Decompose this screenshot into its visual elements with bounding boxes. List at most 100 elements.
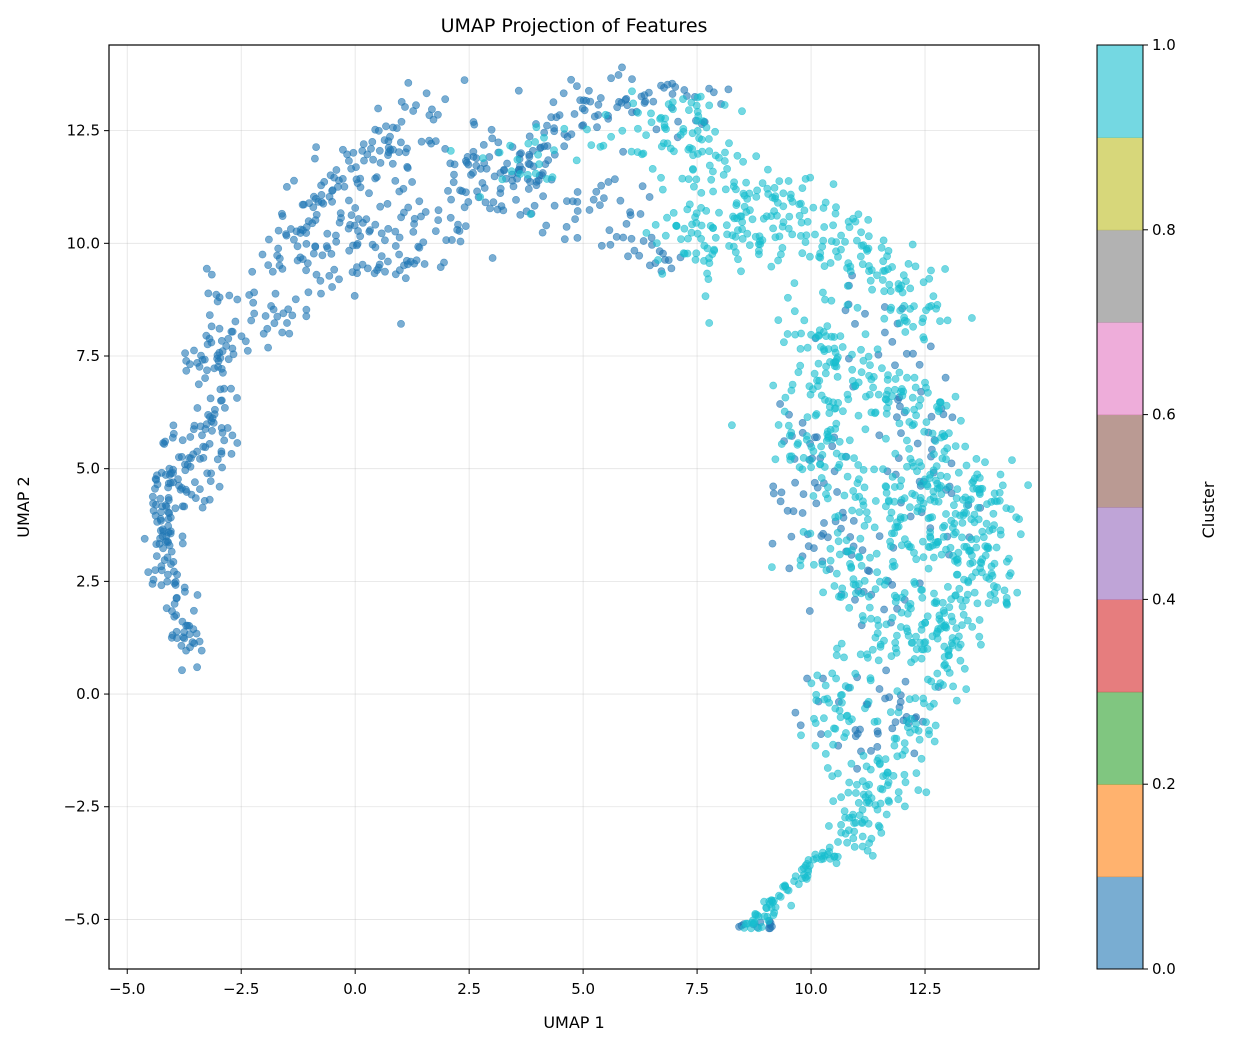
data-point bbox=[168, 607, 176, 616]
data-point bbox=[882, 434, 890, 443]
data-point bbox=[622, 219, 631, 228]
data-point bbox=[302, 305, 311, 314]
data-point bbox=[813, 671, 822, 680]
data-point bbox=[680, 86, 689, 94]
data-point bbox=[655, 247, 664, 256]
data-point bbox=[802, 231, 811, 240]
plot-background bbox=[109, 45, 1039, 969]
data-point bbox=[274, 226, 283, 235]
data-point bbox=[857, 368, 866, 377]
data-point bbox=[924, 564, 933, 573]
data-point bbox=[861, 425, 870, 434]
data-point bbox=[612, 232, 621, 241]
data-point bbox=[908, 638, 917, 647]
data-point bbox=[891, 449, 900, 458]
data-point bbox=[774, 316, 783, 324]
data-point bbox=[859, 751, 868, 760]
data-point bbox=[523, 170, 532, 179]
y-axis: −5.0 −2.5 0.0 2.5 5.0 7.5 10.0 12.5 bbox=[64, 122, 109, 928]
data-point bbox=[738, 107, 746, 116]
data-point bbox=[821, 750, 830, 758]
data-point bbox=[194, 380, 203, 389]
data-point bbox=[807, 330, 815, 339]
data-point bbox=[907, 715, 915, 723]
x-tick-label: 7.5 bbox=[685, 980, 709, 998]
data-point bbox=[908, 240, 917, 249]
data-point bbox=[661, 231, 670, 240]
data-point bbox=[647, 109, 655, 118]
data-point bbox=[412, 256, 421, 265]
data-point bbox=[960, 664, 969, 673]
data-point bbox=[292, 227, 301, 236]
data-point bbox=[793, 440, 802, 449]
data-point bbox=[785, 212, 794, 221]
data-point bbox=[902, 406, 910, 415]
data-point bbox=[433, 110, 442, 119]
data-point bbox=[810, 714, 818, 723]
data-point bbox=[601, 110, 610, 119]
data-point bbox=[858, 842, 867, 851]
data-point bbox=[820, 714, 828, 723]
data-point bbox=[478, 154, 487, 162]
data-point bbox=[218, 368, 227, 377]
data-point bbox=[921, 618, 929, 627]
data-point bbox=[534, 176, 543, 185]
data-point bbox=[149, 575, 158, 584]
data-point bbox=[302, 229, 311, 237]
data-point bbox=[412, 101, 420, 110]
data-point bbox=[935, 483, 944, 492]
data-point bbox=[933, 627, 942, 636]
data-point bbox=[880, 636, 888, 645]
data-point bbox=[956, 656, 965, 665]
data-point bbox=[401, 103, 409, 111]
data-point bbox=[798, 184, 807, 192]
data-point bbox=[887, 652, 896, 660]
data-point bbox=[358, 218, 367, 227]
data-point bbox=[283, 319, 291, 327]
data-point bbox=[844, 547, 852, 556]
data-point bbox=[894, 708, 903, 717]
y-tick-label: 7.5 bbox=[76, 347, 100, 365]
data-point bbox=[770, 183, 779, 192]
data-point bbox=[513, 155, 522, 164]
data-point bbox=[791, 872, 800, 881]
data-point bbox=[619, 233, 628, 242]
data-point bbox=[856, 252, 865, 261]
data-point bbox=[844, 826, 853, 835]
data-point bbox=[770, 207, 778, 216]
data-point bbox=[981, 551, 990, 560]
data-point bbox=[691, 213, 699, 221]
data-point bbox=[877, 829, 886, 837]
data-point bbox=[829, 740, 837, 749]
data-point bbox=[951, 442, 960, 450]
data-point bbox=[180, 502, 189, 511]
data-point bbox=[657, 81, 665, 90]
data-point bbox=[461, 188, 470, 197]
data-point bbox=[897, 496, 906, 504]
data-point bbox=[388, 159, 397, 168]
data-point bbox=[942, 455, 950, 464]
data-point bbox=[156, 515, 165, 523]
data-point bbox=[832, 203, 840, 212]
data-point bbox=[834, 838, 842, 846]
data-point bbox=[711, 151, 720, 160]
data-point bbox=[891, 644, 900, 653]
data-point bbox=[648, 164, 657, 173]
data-point bbox=[732, 185, 740, 194]
data-point bbox=[888, 724, 897, 733]
data-point bbox=[880, 580, 889, 589]
data-point bbox=[198, 503, 207, 512]
data-point bbox=[972, 535, 981, 543]
data-point bbox=[747, 924, 755, 933]
data-point bbox=[901, 802, 909, 811]
data-point bbox=[524, 139, 533, 148]
data-point bbox=[155, 540, 164, 548]
data-point bbox=[820, 519, 828, 527]
data-point bbox=[767, 262, 776, 271]
data-point bbox=[867, 747, 875, 755]
data-point bbox=[771, 455, 780, 464]
data-point bbox=[833, 372, 842, 381]
data-point bbox=[399, 184, 408, 193]
data-point bbox=[771, 903, 780, 912]
data-point bbox=[773, 198, 782, 207]
